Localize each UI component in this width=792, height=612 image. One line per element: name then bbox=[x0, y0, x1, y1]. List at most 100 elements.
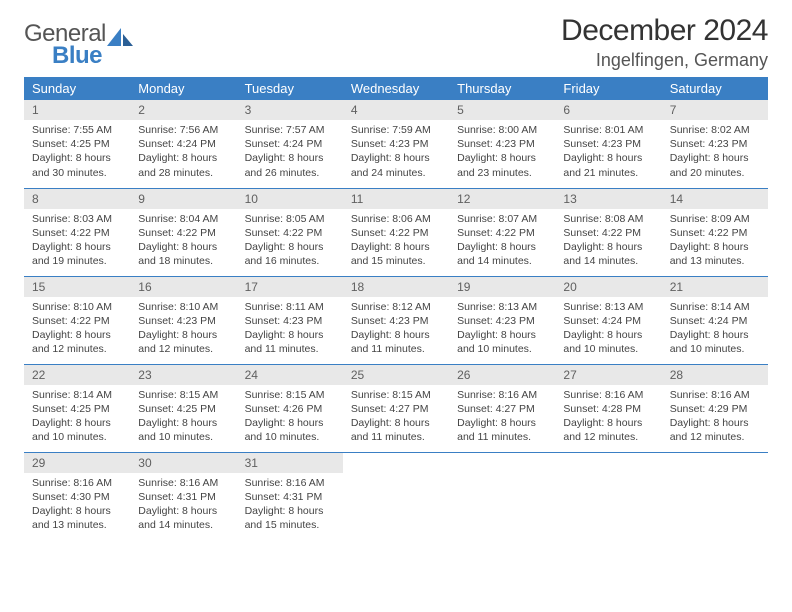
calendar-day-cell: 30Sunrise: 8:16 AMSunset: 4:31 PMDayligh… bbox=[130, 452, 236, 540]
day-details: Sunrise: 7:56 AMSunset: 4:24 PMDaylight:… bbox=[130, 120, 236, 186]
day-number: 23 bbox=[130, 365, 236, 385]
sunset-text: Sunset: 4:24 PM bbox=[670, 314, 760, 328]
daylight-text: Daylight: 8 hours and 14 minutes. bbox=[563, 240, 653, 268]
day-number: 11 bbox=[343, 189, 449, 209]
sunset-text: Sunset: 4:26 PM bbox=[245, 402, 335, 416]
sunrise-text: Sunrise: 8:13 AM bbox=[563, 300, 653, 314]
calendar-day-cell: 2Sunrise: 7:56 AMSunset: 4:24 PMDaylight… bbox=[130, 100, 236, 188]
sunset-text: Sunset: 4:22 PM bbox=[563, 226, 653, 240]
daylight-text: Daylight: 8 hours and 10 minutes. bbox=[138, 416, 228, 444]
day-details: Sunrise: 8:13 AMSunset: 4:23 PMDaylight:… bbox=[449, 297, 555, 363]
calendar-week-row: 1Sunrise: 7:55 AMSunset: 4:25 PMDaylight… bbox=[24, 100, 768, 188]
sunrise-text: Sunrise: 8:04 AM bbox=[138, 212, 228, 226]
sunrise-text: Sunrise: 7:59 AM bbox=[351, 123, 441, 137]
day-details: Sunrise: 8:14 AMSunset: 4:24 PMDaylight:… bbox=[662, 297, 768, 363]
daylight-text: Daylight: 8 hours and 12 minutes. bbox=[32, 328, 122, 356]
calendar-day-cell: .. bbox=[343, 452, 449, 540]
page-title: December 2024 bbox=[561, 14, 768, 48]
day-number: 18 bbox=[343, 277, 449, 297]
sunset-text: Sunset: 4:25 PM bbox=[32, 137, 122, 151]
sunrise-text: Sunrise: 7:57 AM bbox=[245, 123, 335, 137]
sunrise-text: Sunrise: 8:14 AM bbox=[32, 388, 122, 402]
calendar-day-cell: .. bbox=[555, 452, 661, 540]
day-number: 31 bbox=[237, 453, 343, 473]
calendar-day-cell: 6Sunrise: 8:01 AMSunset: 4:23 PMDaylight… bbox=[555, 100, 661, 188]
sunrise-text: Sunrise: 8:16 AM bbox=[138, 476, 228, 490]
sunrise-text: Sunrise: 8:13 AM bbox=[457, 300, 547, 314]
calendar-day-cell: 20Sunrise: 8:13 AMSunset: 4:24 PMDayligh… bbox=[555, 276, 661, 364]
sunrise-text: Sunrise: 7:55 AM bbox=[32, 123, 122, 137]
sunrise-text: Sunrise: 8:07 AM bbox=[457, 212, 547, 226]
sail-icon bbox=[107, 28, 133, 46]
calendar-day-cell: 17Sunrise: 8:11 AMSunset: 4:23 PMDayligh… bbox=[237, 276, 343, 364]
day-number: 20 bbox=[555, 277, 661, 297]
sunset-text: Sunset: 4:28 PM bbox=[563, 402, 653, 416]
calendar-day-cell: 28Sunrise: 8:16 AMSunset: 4:29 PMDayligh… bbox=[662, 364, 768, 452]
day-number: 4 bbox=[343, 100, 449, 120]
sunset-text: Sunset: 4:25 PM bbox=[138, 402, 228, 416]
day-number: 28 bbox=[662, 365, 768, 385]
daylight-text: Daylight: 8 hours and 13 minutes. bbox=[32, 504, 122, 532]
day-number: 13 bbox=[555, 189, 661, 209]
sunset-text: Sunset: 4:23 PM bbox=[245, 314, 335, 328]
day-number: 8 bbox=[24, 189, 130, 209]
daylight-text: Daylight: 8 hours and 11 minutes. bbox=[351, 416, 441, 444]
daylight-text: Daylight: 8 hours and 10 minutes. bbox=[563, 328, 653, 356]
day-label: Tuesday bbox=[237, 77, 343, 100]
sunset-text: Sunset: 4:22 PM bbox=[670, 226, 760, 240]
day-number: 29 bbox=[24, 453, 130, 473]
sunrise-text: Sunrise: 8:10 AM bbox=[138, 300, 228, 314]
sunset-text: Sunset: 4:22 PM bbox=[457, 226, 547, 240]
sunrise-text: Sunrise: 8:06 AM bbox=[351, 212, 441, 226]
day-number: 10 bbox=[237, 189, 343, 209]
daylight-text: Daylight: 8 hours and 18 minutes. bbox=[138, 240, 228, 268]
daylight-text: Daylight: 8 hours and 11 minutes. bbox=[457, 416, 547, 444]
sunrise-text: Sunrise: 8:14 AM bbox=[670, 300, 760, 314]
day-details: Sunrise: 8:01 AMSunset: 4:23 PMDaylight:… bbox=[555, 120, 661, 186]
sunset-text: Sunset: 4:30 PM bbox=[32, 490, 122, 504]
sunset-text: Sunset: 4:27 PM bbox=[457, 402, 547, 416]
calendar-day-cell: 9Sunrise: 8:04 AMSunset: 4:22 PMDaylight… bbox=[130, 188, 236, 276]
sunset-text: Sunset: 4:23 PM bbox=[351, 314, 441, 328]
sunrise-text: Sunrise: 8:16 AM bbox=[563, 388, 653, 402]
calendar-day-cell: 14Sunrise: 8:09 AMSunset: 4:22 PMDayligh… bbox=[662, 188, 768, 276]
day-number: 5 bbox=[449, 100, 555, 120]
header: GeneralBlue December 2024 Ingelfingen, G… bbox=[24, 14, 768, 71]
day-details: Sunrise: 8:16 AMSunset: 4:27 PMDaylight:… bbox=[449, 385, 555, 451]
day-number: 3 bbox=[237, 100, 343, 120]
day-number: 22 bbox=[24, 365, 130, 385]
calendar-day-cell: 31Sunrise: 8:16 AMSunset: 4:31 PMDayligh… bbox=[237, 452, 343, 540]
day-details: Sunrise: 8:04 AMSunset: 4:22 PMDaylight:… bbox=[130, 209, 236, 275]
day-number: 1 bbox=[24, 100, 130, 120]
calendar-day-cell: 12Sunrise: 8:07 AMSunset: 4:22 PMDayligh… bbox=[449, 188, 555, 276]
sunrise-text: Sunrise: 8:01 AM bbox=[563, 123, 653, 137]
day-details: Sunrise: 7:57 AMSunset: 4:24 PMDaylight:… bbox=[237, 120, 343, 186]
day-details: Sunrise: 8:11 AMSunset: 4:23 PMDaylight:… bbox=[237, 297, 343, 363]
day-details: Sunrise: 7:55 AMSunset: 4:25 PMDaylight:… bbox=[24, 120, 130, 186]
calendar-week-row: 8Sunrise: 8:03 AMSunset: 4:22 PMDaylight… bbox=[24, 188, 768, 276]
calendar-day-cell: .. bbox=[449, 452, 555, 540]
sunrise-text: Sunrise: 8:08 AM bbox=[563, 212, 653, 226]
sunrise-text: Sunrise: 8:16 AM bbox=[670, 388, 760, 402]
day-number: 17 bbox=[237, 277, 343, 297]
daylight-text: Daylight: 8 hours and 26 minutes. bbox=[245, 151, 335, 179]
calendar-day-cell: 21Sunrise: 8:14 AMSunset: 4:24 PMDayligh… bbox=[662, 276, 768, 364]
day-details: Sunrise: 8:16 AMSunset: 4:29 PMDaylight:… bbox=[662, 385, 768, 451]
daylight-text: Daylight: 8 hours and 19 minutes. bbox=[32, 240, 122, 268]
sunset-text: Sunset: 4:22 PM bbox=[32, 314, 122, 328]
calendar-day-cell: 24Sunrise: 8:15 AMSunset: 4:26 PMDayligh… bbox=[237, 364, 343, 452]
daylight-text: Daylight: 8 hours and 11 minutes. bbox=[245, 328, 335, 356]
daylight-text: Daylight: 8 hours and 12 minutes. bbox=[138, 328, 228, 356]
day-details: Sunrise: 8:08 AMSunset: 4:22 PMDaylight:… bbox=[555, 209, 661, 275]
sunrise-text: Sunrise: 8:11 AM bbox=[245, 300, 335, 314]
calendar-day-cell: 26Sunrise: 8:16 AMSunset: 4:27 PMDayligh… bbox=[449, 364, 555, 452]
day-number: 16 bbox=[130, 277, 236, 297]
day-number: 19 bbox=[449, 277, 555, 297]
calendar-day-cell: 11Sunrise: 8:06 AMSunset: 4:22 PMDayligh… bbox=[343, 188, 449, 276]
sunrise-text: Sunrise: 8:15 AM bbox=[138, 388, 228, 402]
sunrise-text: Sunrise: 7:56 AM bbox=[138, 123, 228, 137]
calendar-day-cell: 19Sunrise: 8:13 AMSunset: 4:23 PMDayligh… bbox=[449, 276, 555, 364]
sunrise-text: Sunrise: 8:10 AM bbox=[32, 300, 122, 314]
sunset-text: Sunset: 4:23 PM bbox=[670, 137, 760, 151]
day-number: 7 bbox=[662, 100, 768, 120]
